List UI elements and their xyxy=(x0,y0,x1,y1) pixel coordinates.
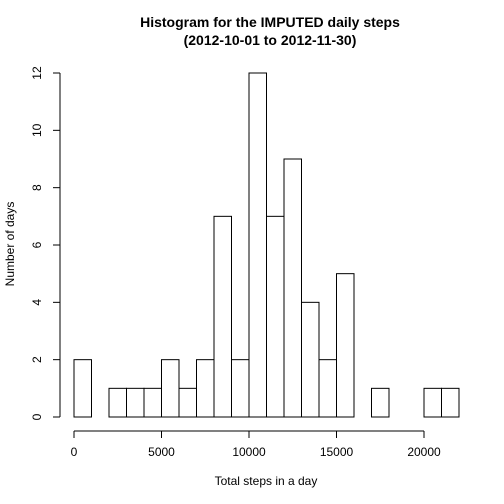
histogram-bar-17 xyxy=(372,388,390,417)
y-axis-label: Number of days xyxy=(3,202,17,287)
y-tick-label-3: 6 xyxy=(30,241,44,248)
y-tick-label-5: 10 xyxy=(30,123,44,137)
histogram-bar-13 xyxy=(302,302,320,417)
chart-title: Histogram for the IMPUTED daily steps xyxy=(140,14,400,30)
histogram-bar-10 xyxy=(249,73,267,417)
histogram-bar-7 xyxy=(197,360,215,417)
x-tick-label-1: 5000 xyxy=(148,445,175,459)
histogram-bar-15 xyxy=(337,274,355,417)
histogram-bar-21 xyxy=(442,388,460,417)
histogram-bar-0 xyxy=(74,360,92,417)
x-tick-label-3: 15000 xyxy=(320,445,354,459)
y-tick-label-2: 4 xyxy=(30,299,44,306)
x-tick-label-2: 10000 xyxy=(232,445,266,459)
histogram-bar-3 xyxy=(127,388,145,417)
x-axis-label: Total steps in a day xyxy=(215,474,318,488)
histogram-bar-5 xyxy=(162,360,180,417)
y-tick-label-0: 0 xyxy=(30,413,44,420)
x-axis: 0 5000 10000 15000 20000 xyxy=(71,431,441,459)
histogram-bar-8 xyxy=(214,216,232,417)
histogram-bar-14 xyxy=(319,360,337,417)
x-tick-label-4: 20000 xyxy=(407,445,441,459)
chart-subtitle: (2012-10-01 to 2012-11-30) xyxy=(184,32,357,48)
histogram-bar-6 xyxy=(179,388,197,417)
bars-group xyxy=(74,73,459,417)
histogram-bar-11 xyxy=(267,216,285,417)
y-tick-label-4: 8 xyxy=(30,184,44,191)
x-tick-label-0: 0 xyxy=(71,445,78,459)
histogram-bar-2 xyxy=(109,388,127,417)
histogram-bar-12 xyxy=(284,159,302,417)
y-tick-label-1: 2 xyxy=(30,356,44,363)
histogram-bar-9 xyxy=(232,360,250,417)
histogram-bar-4 xyxy=(144,388,162,417)
y-tick-label-6: 12 xyxy=(30,66,44,80)
y-axis: 0 2 4 6 8 10 12 xyxy=(30,66,60,420)
histogram-bar-20 xyxy=(424,388,442,417)
